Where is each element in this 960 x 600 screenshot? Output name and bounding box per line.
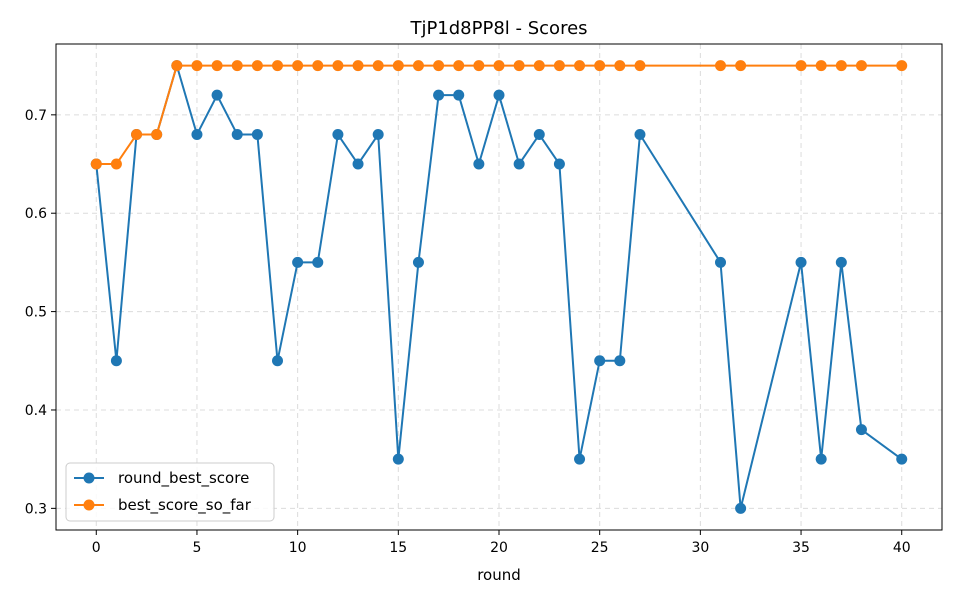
data-point	[815, 60, 827, 72]
data-point	[855, 424, 867, 436]
y-tick-label: 0.7	[25, 108, 47, 124]
data-point	[412, 256, 424, 268]
data-point	[533, 60, 545, 72]
data-point	[332, 129, 344, 141]
data-point	[835, 256, 847, 268]
legend: round_best_score best_score_so_far	[65, 462, 275, 522]
data-point	[493, 89, 505, 101]
x-tick-label: 10	[289, 540, 307, 556]
data-point	[453, 89, 465, 101]
data-point	[855, 60, 867, 72]
data-point	[594, 355, 606, 367]
data-point	[412, 60, 424, 72]
data-point	[392, 453, 404, 465]
data-point	[594, 60, 606, 72]
data-point	[171, 60, 183, 72]
x-tick-label: 5	[192, 540, 201, 556]
data-point	[251, 60, 263, 72]
grid	[56, 44, 942, 530]
x-tick-label: 20	[490, 540, 508, 556]
data-point	[513, 158, 525, 170]
data-point	[131, 129, 143, 141]
y-tick-label: 0.5	[25, 305, 47, 321]
data-point	[433, 89, 445, 101]
data-point	[795, 256, 807, 268]
data-point	[735, 60, 747, 72]
y-tick-label: 0.6	[25, 206, 47, 222]
data-point	[352, 158, 364, 170]
data-point	[473, 158, 485, 170]
data-point	[574, 60, 586, 72]
data-point	[513, 60, 525, 72]
data-point	[392, 60, 404, 72]
data-point	[372, 60, 384, 72]
data-point	[151, 129, 163, 141]
data-point	[110, 355, 122, 367]
data-point	[211, 60, 223, 72]
data-point	[292, 256, 304, 268]
legend-marker	[83, 499, 95, 511]
data-point	[110, 158, 122, 170]
data-point	[815, 453, 827, 465]
x-tick-label: 0	[92, 540, 101, 556]
data-point	[372, 129, 384, 141]
data-point	[735, 502, 747, 514]
data-point	[473, 60, 485, 72]
data-point	[795, 60, 807, 72]
legend-label: best_score_so_far	[118, 496, 252, 515]
legend-label: round_best_score	[118, 469, 249, 488]
data-point	[634, 129, 646, 141]
data-point	[574, 453, 586, 465]
data-point	[191, 129, 203, 141]
data-point	[614, 355, 626, 367]
legend-box	[65, 462, 275, 522]
data-point	[715, 256, 726, 268]
data-point	[352, 60, 364, 72]
data-point	[896, 453, 908, 465]
data-point	[896, 60, 908, 72]
data-point	[533, 129, 545, 141]
data-point	[312, 60, 324, 72]
x-axis-label: round	[477, 566, 521, 584]
data-point	[272, 355, 283, 367]
data-point	[493, 60, 505, 72]
data-point	[634, 60, 646, 72]
data-point	[835, 60, 847, 72]
data-point	[553, 158, 565, 170]
data-point	[312, 256, 324, 268]
data-point	[90, 158, 102, 170]
data-point	[191, 60, 203, 72]
data-point	[433, 60, 445, 72]
data-point	[272, 60, 283, 72]
data-point	[251, 129, 263, 141]
legend-marker	[83, 472, 95, 484]
data-point	[553, 60, 565, 72]
data-point	[332, 60, 344, 72]
series-layer	[90, 60, 908, 514]
data-point	[231, 129, 243, 141]
legend-item: round_best_score	[74, 469, 249, 488]
y-tick-label: 0.4	[25, 403, 47, 419]
x-tick-label: 40	[893, 540, 911, 556]
x-tick-label: 35	[792, 540, 810, 556]
y-tick-label: 0.3	[25, 501, 47, 517]
data-point	[715, 60, 726, 72]
series-best_score_so_far	[90, 60, 908, 170]
data-point	[292, 60, 304, 72]
axis-ticks: 0 5 10 15 20 25 30 35 40 0.3 0.4 0.5 0.6 0.7	[25, 108, 911, 556]
data-point	[231, 60, 243, 72]
data-point	[614, 60, 626, 72]
chart-title: TjP1d8PP8l - Scores	[409, 18, 587, 39]
x-tick-label: 25	[591, 540, 609, 556]
x-tick-label: 15	[389, 540, 407, 556]
legend-item: best_score_so_far	[74, 496, 252, 515]
x-tick-label: 30	[691, 540, 709, 556]
data-point	[211, 89, 223, 101]
data-point	[453, 60, 465, 72]
